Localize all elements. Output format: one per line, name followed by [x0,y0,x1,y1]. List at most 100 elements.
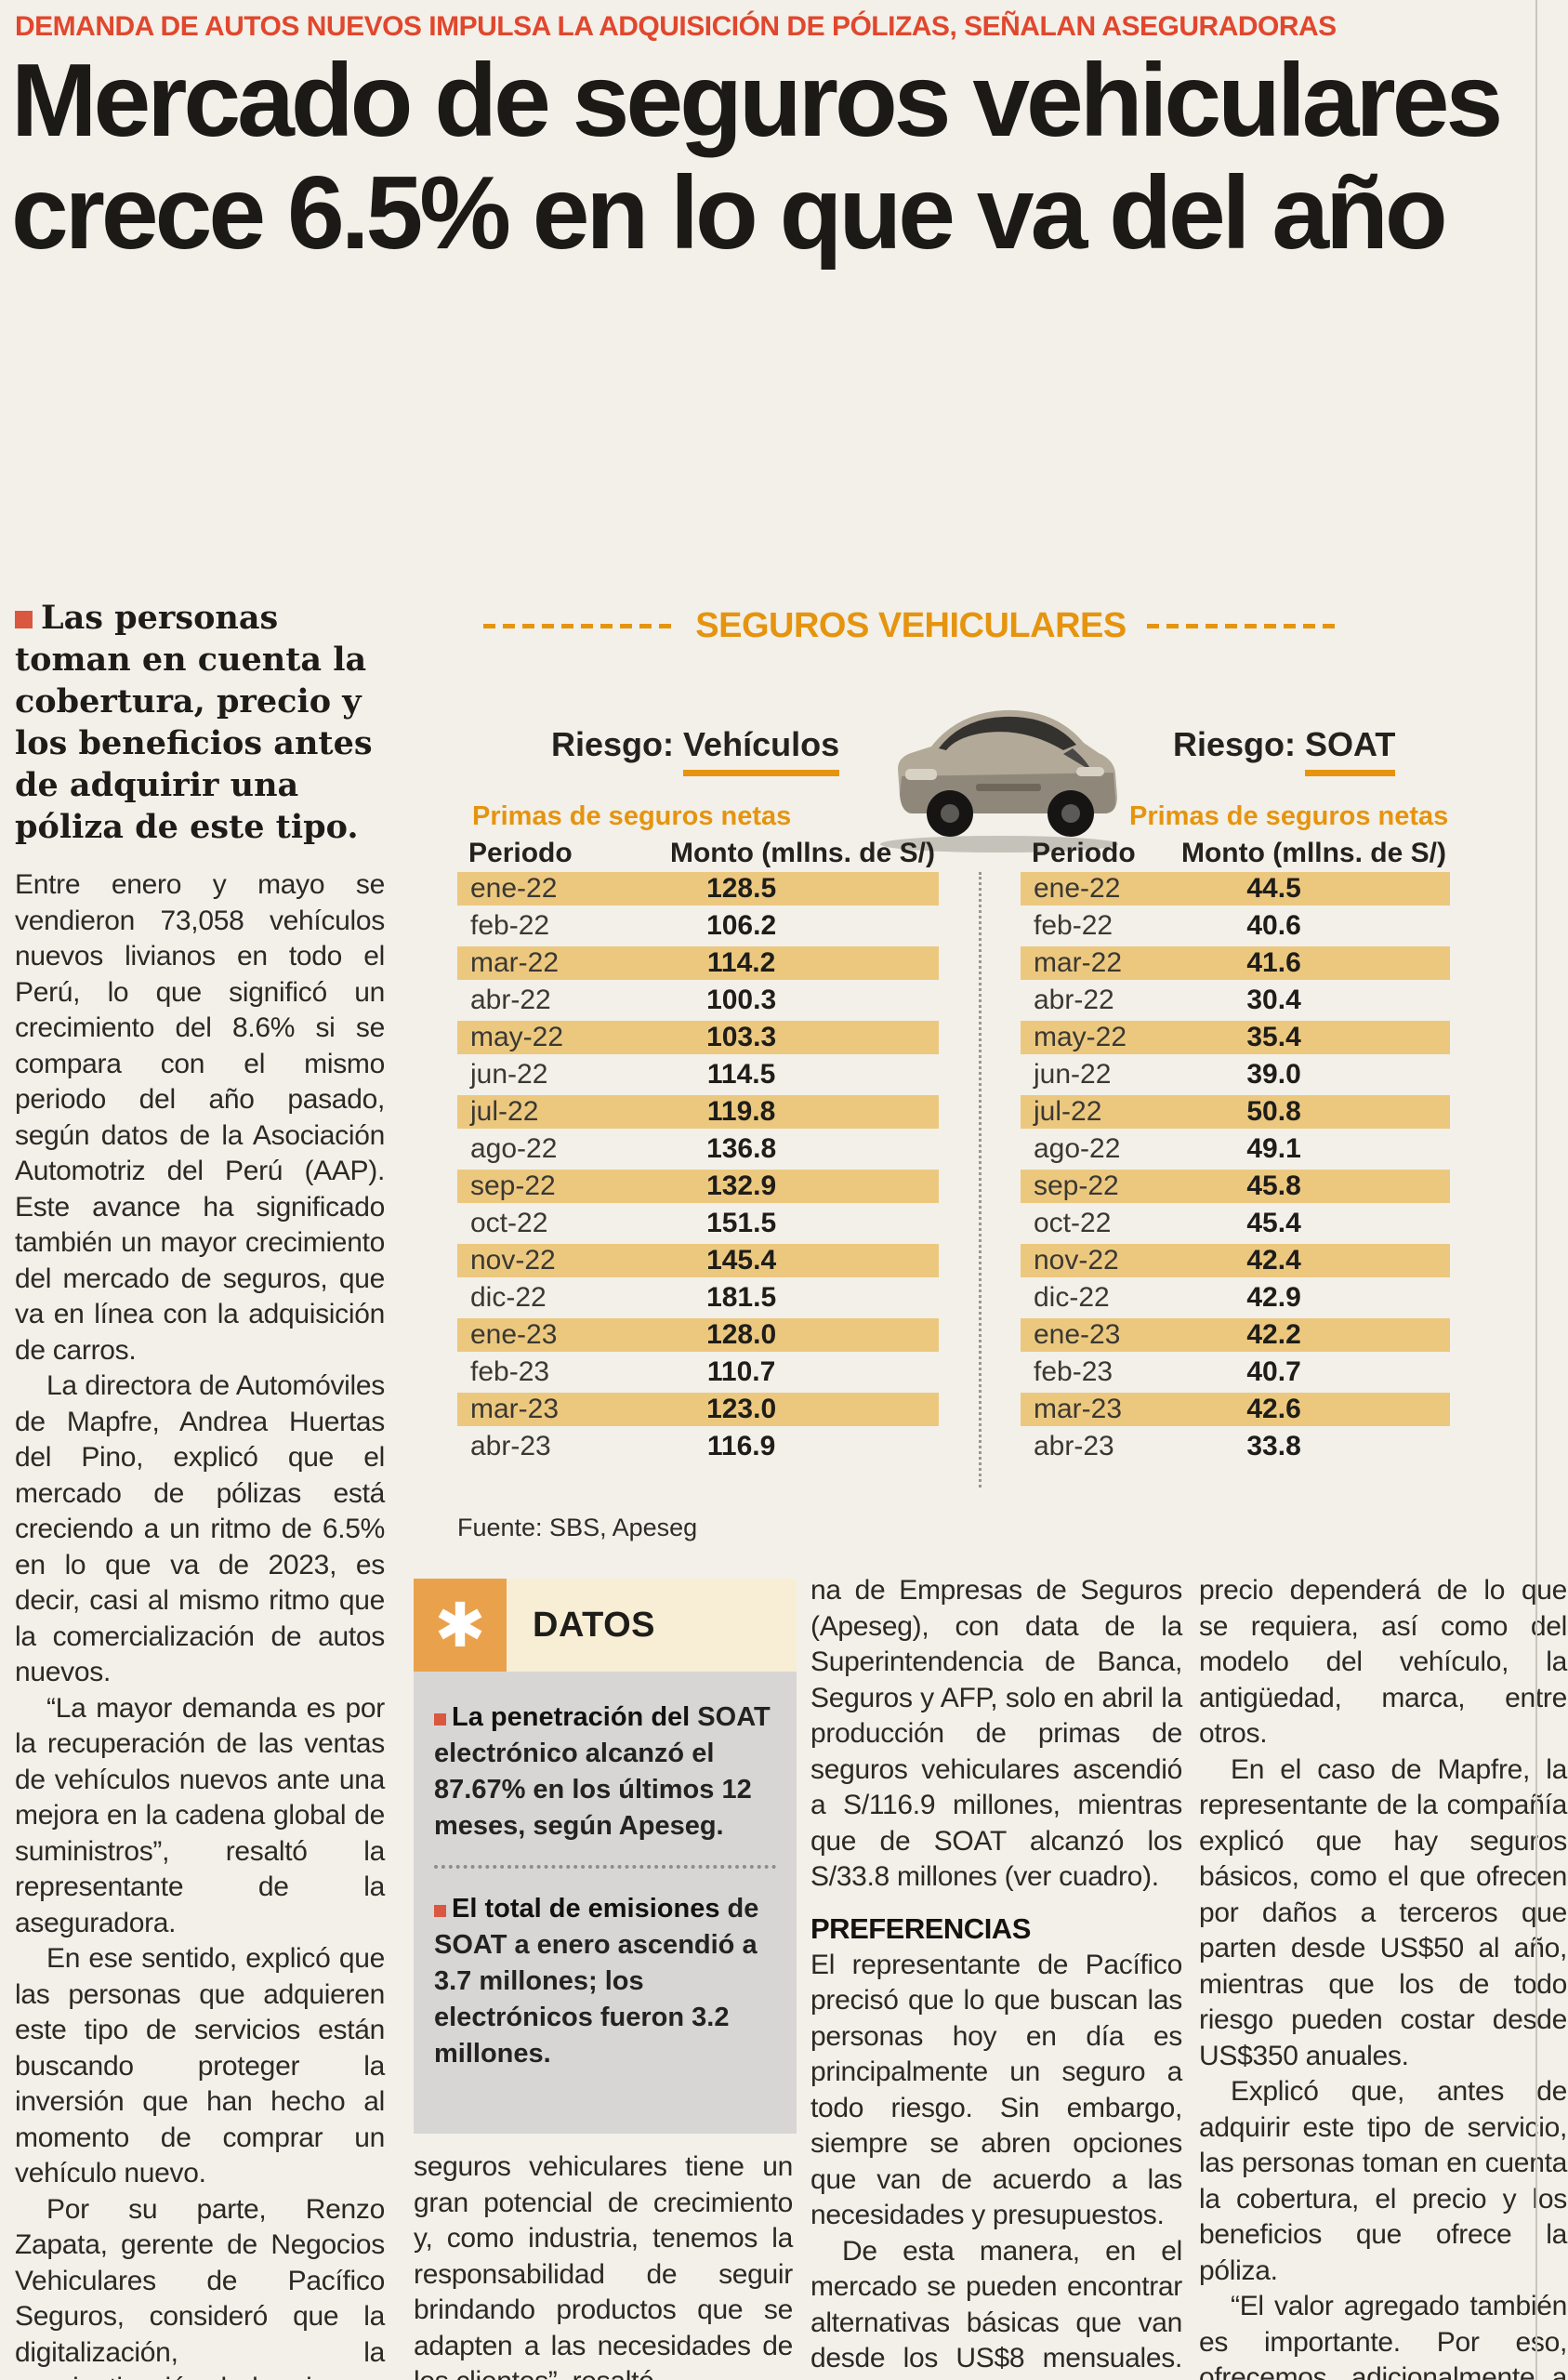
period-cell: mar-22 [1034,947,1123,978]
table-row: feb-23 40.7 [1021,1355,1450,1389]
table-row: jul-22 119.8 [457,1095,939,1129]
datos-header: DATOS [507,1579,797,1672]
table-row: feb-23 110.7 [457,1355,939,1389]
period-cell: abr-22 [470,985,551,1015]
lede: Las personas toman en cuenta la cobertur… [15,597,385,848]
table-row: jun-22 39.0 [1021,1058,1450,1091]
body-paragraph: El representante de Pacífico precisó que… [810,1949,1182,2231]
table-row: sep-22 45.8 [1021,1170,1450,1203]
body-paragraph: Entre enero y mayo se vendieron 73,058 v… [15,869,385,1366]
period-cell: dic-22 [1034,1282,1110,1313]
amount-cell: 33.8 [1246,1431,1301,1461]
amount-cell: 42.9 [1246,1282,1301,1313]
table-row: oct-22 151.5 [457,1207,939,1240]
datos-icon-tile: ✱ [414,1579,507,1672]
bullet-square-icon [434,1713,446,1726]
amount-cell: 116.9 [706,1431,776,1461]
kicker: DEMANDA DE AUTOS NUEVOS IMPULSA LA ADQUI… [15,11,1337,42]
body-paragraph: En ese sentido, explicó que las personas… [15,1943,385,2188]
period-cell: ene-22 [1034,873,1121,904]
amount-cell: 110.7 [706,1356,776,1387]
amount-cell: 49.1 [1246,1133,1301,1164]
period-cell: sep-22 [470,1170,556,1201]
period-cell: feb-23 [470,1356,550,1387]
period-cell: jun-22 [1034,1059,1112,1090]
period-cell: feb-23 [1034,1356,1113,1387]
table-soat: Periodo Monto (mllns. de S/) ene-22 44.5 f… [1021,835,1450,1467]
amount-cell: 40.7 [1246,1356,1301,1387]
period-cell: sep-22 [1034,1170,1119,1201]
period-cell: nov-22 [1034,1245,1119,1276]
subtitle-soat: Primas de seguros netas [1129,801,1449,831]
datos-item-text: SOAT electrónico alcanzó el 87.67% en lo… [434,1702,771,1841]
period-cell: ago-22 [1034,1133,1121,1164]
period-cell: mar-23 [1034,1394,1123,1424]
amount-cell: 128.0 [706,1319,777,1350]
datos-item: El total de emisiones de SOAT a enero as… [434,1891,776,2072]
table-row: abr-22 100.3 [457,984,939,1017]
body-paragraph: Por su parte, Renzo Zapata, gerente de N… [15,2193,385,2380]
table-row: may-22 103.3 [457,1021,939,1054]
table-row: nov-22 145.4 [457,1244,939,1277]
period-cell: ene-23 [1034,1319,1121,1350]
section-subhead: PREFERENCIAS [810,1911,1031,1945]
article-column-2: seguros vehiculares tiene un gran potenc… [414,2149,793,2380]
amount-cell: 30.4 [1246,985,1301,1015]
period-cell: jul-22 [470,1096,539,1127]
amount-cell: 42.2 [1246,1319,1301,1350]
table-row: mar-22 41.6 [1021,946,1450,980]
amount-cell: 114.5 [706,1059,776,1090]
datos-item: La penetración del SOAT electrónico alca… [434,1699,776,1844]
amount-cell: 50.8 [1246,1096,1301,1127]
table-row: feb-22 106.2 [457,909,939,943]
amount-cell: 151.5 [706,1208,777,1238]
col-header-monto: Monto (mllns. de S/) [1180,838,1446,868]
amount-cell: 106.2 [706,910,777,941]
table-row: mar-23 42.6 [1021,1393,1450,1426]
body-paragraph: “La mayor demanda es por la recuperación… [15,1692,385,1938]
table-row: ene-23 128.0 [457,1318,939,1352]
table-row: oct-22 45.4 [1021,1207,1450,1240]
amount-cell: 114.2 [706,947,776,978]
table-row: feb-22 40.6 [1021,909,1450,943]
period-cell: oct-22 [1034,1208,1112,1238]
period-cell: may-22 [1034,1022,1127,1052]
amount-cell: 42.4 [1246,1245,1301,1276]
table-row: dic-22 42.9 [1021,1281,1450,1315]
infographic-header: SEGUROS VEHICULARES [483,606,1338,646]
table-row: dic-22 181.5 [457,1281,939,1315]
body-paragraph: precio dependerá de lo que se requiera, … [1199,1575,1567,1749]
table-header: Periodo Monto (mllns. de S/) [1021,835,1450,872]
article-column-4: precio dependerá de lo que se requiera, … [1199,1573,1567,2380]
col-header-monto: Monto (mllns. de S/) [669,838,935,868]
period-cell: mar-22 [470,947,560,978]
period-cell: abr-23 [470,1431,551,1461]
amount-cell: 42.6 [1246,1394,1301,1424]
datos-item-lead: La penetración del [452,1702,691,1732]
amount-cell: 103.3 [706,1022,777,1052]
risk-label-soat: Riesgo: SOAT [1173,725,1396,776]
table-row: mar-22 114.2 [457,946,939,980]
table-row: jul-22 50.8 [1021,1095,1450,1129]
table-vehiculos: Periodo Monto (mllns. de S/) ene-22 128.5… [457,835,939,1467]
dash-line-icon [1146,624,1338,628]
infographic-title: SEGUROS VEHICULARES [695,606,1127,645]
table-row: abr-23 116.9 [457,1430,939,1463]
table-header: Periodo Monto (mllns. de S/) [457,835,939,872]
amount-cell: 35.4 [1246,1022,1301,1052]
period-cell: ene-23 [470,1319,558,1350]
article-column-1: Entre enero y mayo se vendieron 73,058 v… [15,867,385,2380]
amount-cell: 41.6 [1246,947,1301,978]
body-paragraph: De esta manera, en el mercado se pueden … [810,2235,1182,2380]
amount-cell: 145.4 [706,1245,777,1276]
body-paragraph: En el caso de Mapfre, la representante d… [1199,1753,1567,2071]
datos-box: La penetración del SOAT electrónico alca… [414,1672,797,2134]
body-paragraph: na de Empresas de Seguros (Apeseg), con … [810,1575,1182,1892]
bullet-square-icon [15,611,33,628]
period-cell: may-22 [470,1022,564,1052]
body-paragraph: Explicó que, antes de adquirir este tipo… [1199,2076,1567,2286]
subtitle-vehiculos: Primas de seguros netas [472,801,792,831]
period-cell: oct-22 [470,1208,548,1238]
datos-label: DATOS [533,1605,655,1645]
